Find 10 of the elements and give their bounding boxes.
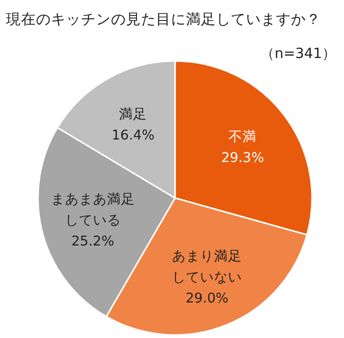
slice-label: 不満 [228,129,257,146]
slice-label: あまり満足していない [172,248,242,286]
data-label: 29.3% [221,150,264,166]
slice-label: 満足 [119,106,148,123]
data-label: 29.0% [186,290,229,307]
data-label: 16.4% [112,128,155,144]
chart-title: 現在のキッチンの見た目に満足していますか？ [6,11,321,28]
data-label: 25.2% [71,233,114,250]
chart-subtitle: （n=341） [260,46,336,62]
slice-label: まあまあ満足している [50,191,135,228]
